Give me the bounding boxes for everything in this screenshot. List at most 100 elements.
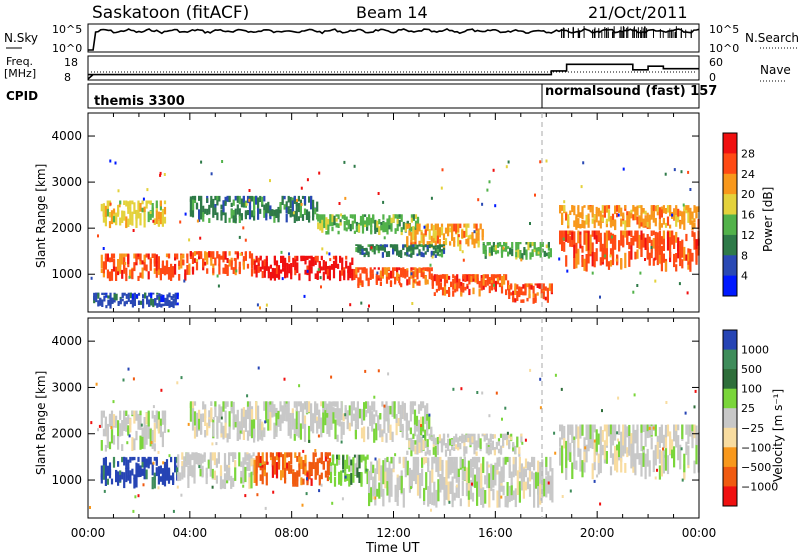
data-cell — [189, 210, 192, 217]
data-cell — [386, 218, 389, 227]
data-cell — [431, 492, 434, 506]
data-cell — [150, 292, 153, 299]
cpid-label: CPID — [6, 89, 38, 103]
data-cell — [306, 255, 309, 260]
data-speckle — [441, 168, 444, 172]
data-cell — [656, 205, 659, 212]
data-cell — [344, 459, 347, 472]
data-cell — [246, 401, 250, 407]
data-cell — [658, 427, 661, 448]
data-cell — [334, 401, 337, 407]
data-cell — [263, 401, 266, 411]
data-cell — [250, 458, 253, 467]
freq-label-2: [MHz] — [4, 67, 36, 80]
data-cell — [646, 212, 649, 222]
data-cell — [166, 294, 169, 302]
data-cell — [475, 440, 478, 451]
data-cell — [511, 242, 514, 249]
data-cell — [539, 483, 542, 505]
data-cell — [622, 230, 625, 247]
data-cell — [675, 430, 678, 448]
data-cell — [410, 250, 413, 254]
data-cell — [351, 214, 354, 219]
data-cell — [343, 227, 346, 231]
data-cell — [293, 433, 296, 441]
data-cell — [121, 298, 124, 302]
data-cell — [618, 243, 621, 251]
data-cell — [378, 469, 381, 481]
data-cell — [398, 214, 401, 218]
data-cell — [605, 205, 608, 213]
data-cell — [441, 465, 444, 488]
x-tick-label: 00:00 — [71, 526, 106, 540]
data-cell — [356, 401, 359, 412]
data-cell — [242, 430, 245, 440]
data-cell — [193, 401, 197, 406]
data-cell — [191, 195, 195, 203]
data-speckle — [157, 486, 160, 490]
data-cell — [436, 235, 439, 244]
data-speckle — [678, 282, 681, 286]
data-speckle — [282, 414, 284, 418]
data-cell — [640, 212, 643, 223]
data-cell — [545, 244, 548, 249]
data-cell — [478, 467, 481, 491]
data-cell — [149, 258, 152, 264]
data-cell — [426, 403, 429, 414]
power-colorbar-swatch — [723, 214, 737, 236]
data-cell — [310, 462, 313, 476]
data-speckle — [471, 482, 473, 486]
data-speckle — [137, 494, 140, 498]
data-cell — [436, 223, 439, 237]
data-cell — [422, 267, 425, 270]
data-cell — [216, 198, 219, 206]
data-speckle — [183, 279, 186, 283]
data-cell — [691, 230, 694, 237]
data-speckle — [142, 483, 145, 487]
data-cell — [281, 412, 284, 424]
data-cell — [351, 268, 354, 281]
data-cell — [206, 422, 209, 436]
data-cell — [222, 251, 225, 256]
data-cell — [394, 244, 397, 252]
data-cell — [197, 454, 200, 463]
data-cell — [285, 207, 288, 213]
data-cell — [402, 244, 405, 248]
data-cell — [327, 219, 330, 225]
data-speckle — [172, 509, 175, 513]
data-cell — [614, 445, 617, 471]
data-cell — [500, 285, 504, 294]
data-cell — [573, 205, 576, 216]
data-cell — [673, 256, 676, 268]
data-cell — [463, 434, 466, 443]
data-cell — [242, 202, 245, 208]
data-cell — [488, 242, 491, 246]
data-cell — [294, 259, 297, 271]
data-speckle — [341, 497, 344, 501]
data-speckle — [163, 173, 166, 176]
data-cell — [155, 254, 158, 264]
data-cell — [208, 410, 211, 423]
data-cell — [327, 224, 330, 232]
data-cell — [579, 424, 582, 439]
data-cell — [589, 424, 592, 440]
data-cell — [242, 256, 245, 267]
data-cell — [449, 482, 452, 491]
data-cell — [155, 467, 158, 477]
data-cell — [480, 282, 483, 291]
data-cell — [125, 253, 128, 257]
data-cell — [253, 419, 256, 438]
data-cell — [479, 447, 482, 452]
data-cell — [593, 219, 596, 229]
data-cell — [297, 401, 300, 407]
data-cell — [497, 448, 501, 454]
velocity-colorbar-label: Velocity [m s⁻¹] — [771, 389, 785, 482]
data-cell — [601, 430, 604, 442]
data-cell — [343, 214, 346, 220]
data-cell — [119, 217, 122, 226]
data-cell — [308, 269, 311, 282]
data-cell — [383, 244, 386, 248]
data-cell — [448, 275, 451, 280]
data-cell — [139, 253, 142, 262]
data-cell — [261, 202, 264, 207]
